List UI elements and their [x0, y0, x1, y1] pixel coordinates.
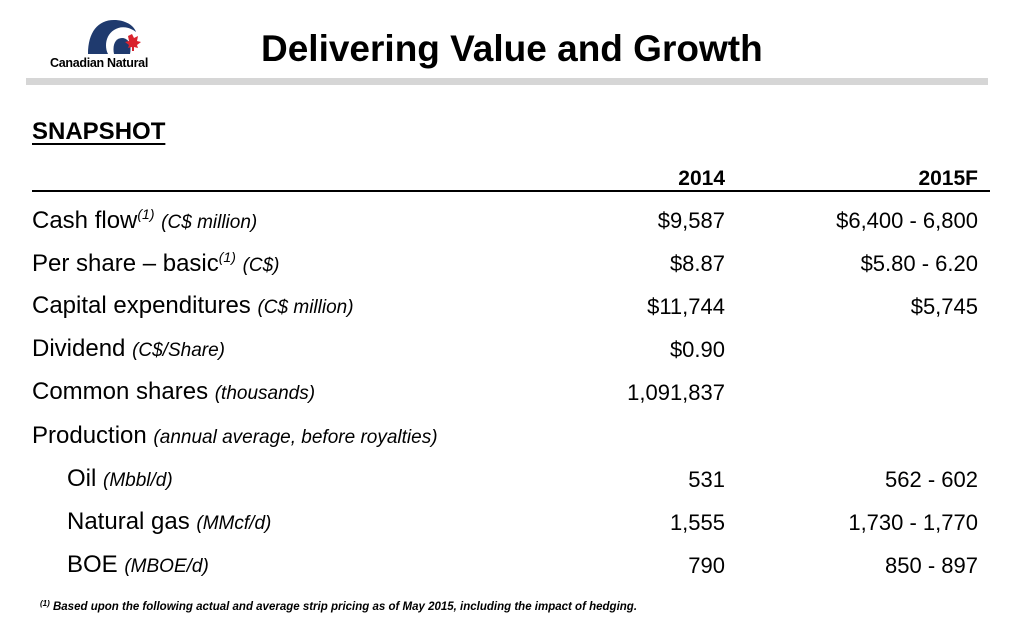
table-row: Oil (Mbbl/d) 531 562 - 602 [0, 465, 1020, 505]
row-unit: (C$ million) [161, 212, 258, 233]
value-2015f: $6,400 - 6,800 [836, 208, 978, 233]
row-label-text: Dividend [32, 335, 126, 362]
footnote-marker: (1) [218, 249, 236, 265]
table-row: Cash flow(1) (C$ million) $9,587 $6,400 … [0, 206, 1020, 246]
value-2014: $8.87 [669, 251, 725, 276]
row-label: Capital expenditures (C$ million) [32, 292, 354, 320]
row-unit: (Mbbl/d) [103, 470, 173, 491]
row-unit: (C$) [242, 255, 280, 276]
title-divider [26, 78, 988, 85]
header-rule [32, 190, 990, 192]
row-label-text: Natural gas [67, 508, 190, 535]
row-label: Cash flow(1) (C$ million) [32, 206, 257, 235]
row-label-text: Oil [67, 465, 97, 492]
page-title: Delivering Value and Growth [261, 28, 763, 69]
row-label-text: BOE [67, 551, 118, 578]
value-2015f: 1,730 - 1,770 [848, 510, 978, 535]
column-header-2014: 2014 [678, 167, 725, 190]
value-2014: 1,555 [669, 510, 725, 535]
row-label: Dividend (C$/Share) [32, 335, 225, 363]
value-2015f: 562 - 602 [885, 467, 978, 492]
value-2014: $0.90 [669, 337, 725, 362]
table-row: Common shares (thousands) 1,091,837 [0, 378, 1020, 418]
footnote-marker: (1) [40, 599, 50, 608]
footnote: (1) Based upon the following actual and … [40, 599, 637, 613]
table-row: Natural gas (MMcf/d) 1,555 1,730 - 1,770 [0, 508, 1020, 548]
value-2014: $9,587 [657, 208, 725, 233]
row-unit: (MBOE/d) [124, 556, 209, 577]
logo-text: Canadian Natural [50, 56, 149, 70]
row-label: Natural gas (MMcf/d) [67, 508, 271, 536]
value-2015f: $5.80 - 6.20 [860, 251, 978, 276]
row-label: BOE (MBOE/d) [67, 551, 209, 579]
column-header-2015f: 2015F [918, 167, 978, 190]
row-label: Common shares (thousands) [32, 378, 315, 406]
table-row: Production (annual average, before royal… [0, 422, 1020, 462]
row-label: Per share – basic(1) (C$) [32, 249, 280, 278]
row-label-text: Cash flow [32, 207, 138, 234]
footnote-marker: (1) [137, 206, 155, 222]
row-unit: (thousands) [214, 383, 316, 404]
value-2014: 1,091,837 [627, 380, 725, 405]
table-row: Per share – basic(1) (C$) $8.87 $5.80 - … [0, 249, 1020, 289]
value-2015f: $5,745 [910, 294, 978, 319]
company-logo: Canadian Natural [46, 16, 166, 72]
table-row: Dividend (C$/Share) $0.90 [0, 335, 1020, 375]
value-2014: 531 [688, 467, 725, 492]
value-2014: $11,744 [647, 294, 725, 319]
row-label-text: Per share – basic [32, 250, 219, 277]
row-label-text: Common shares [32, 378, 209, 405]
footnote-text: Based upon the following actual and aver… [52, 601, 638, 613]
row-label-text: Capital expenditures [32, 292, 251, 319]
section-title: SNAPSHOT [32, 118, 166, 145]
table-row: BOE (MBOE/d) 790 850 - 897 [0, 551, 1020, 591]
row-unit: (C$ million) [257, 297, 354, 318]
value-2014: 790 [688, 553, 725, 578]
row-unit: (C$/Share) [132, 340, 225, 361]
logo-mark-icon [88, 20, 141, 54]
row-label-text: Production [32, 422, 147, 449]
row-unit: (annual average, before royalties) [153, 427, 438, 448]
row-unit: (MMcf/d) [196, 513, 272, 534]
table-row: Capital expenditures (C$ million) $11,74… [0, 292, 1020, 332]
row-label: Production (annual average, before royal… [32, 422, 438, 450]
row-label: Oil (Mbbl/d) [67, 465, 173, 493]
value-2015f: 850 - 897 [885, 553, 978, 578]
